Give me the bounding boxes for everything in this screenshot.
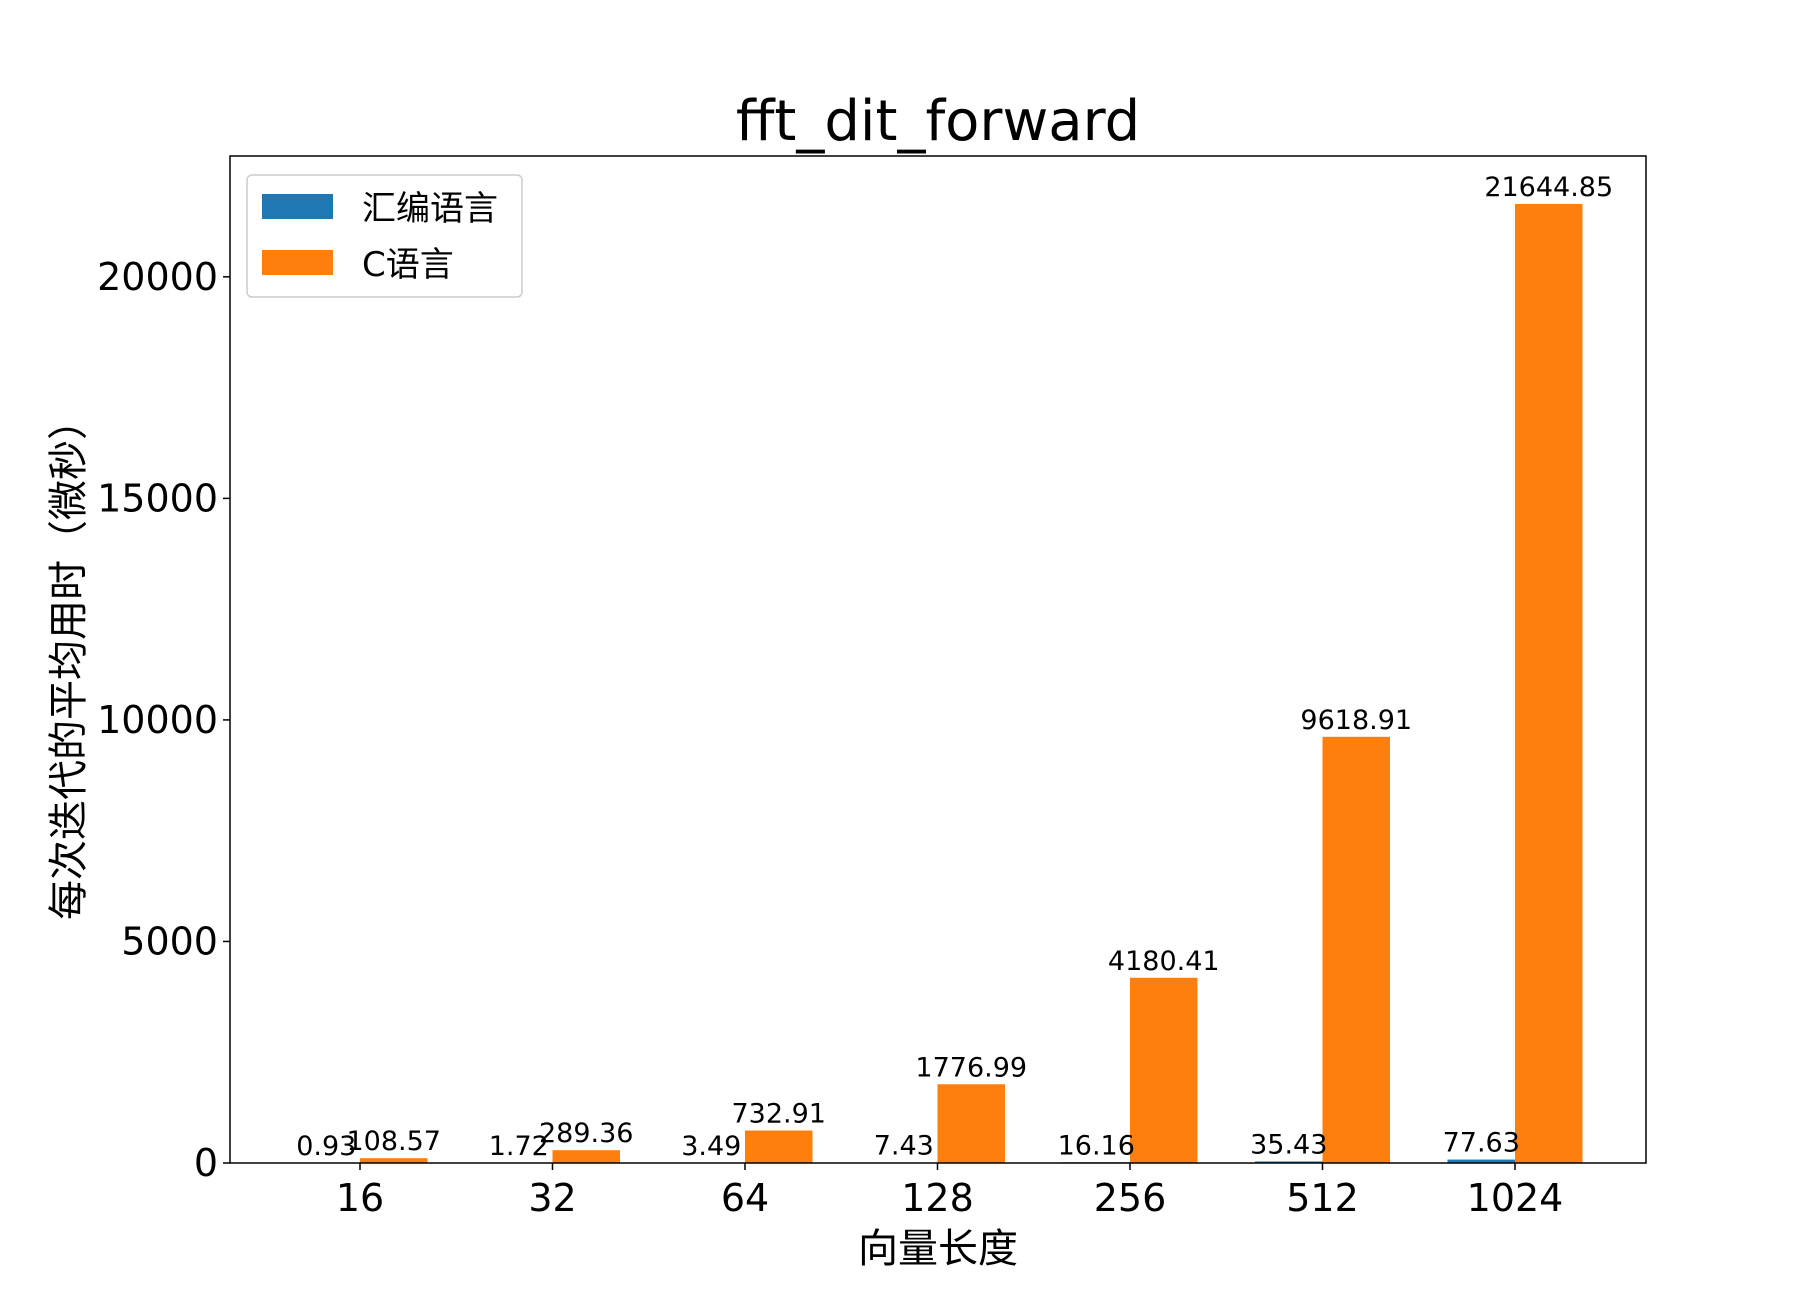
x-tick-label: 32 bbox=[528, 1176, 576, 1220]
x-tick-label: 128 bbox=[901, 1176, 974, 1220]
x-tick-label: 256 bbox=[1094, 1176, 1167, 1220]
data-label: 0.93 bbox=[296, 1131, 356, 1162]
data-label: 35.43 bbox=[1250, 1129, 1327, 1160]
y-tick-label: 10000 bbox=[97, 698, 218, 742]
y-axis-label: 每次迭代的平均用时（微秒） bbox=[46, 400, 92, 920]
legend: 汇编语言 C语言 bbox=[246, 174, 523, 298]
bar-c-16 bbox=[360, 1158, 428, 1163]
x-tick-label: 1024 bbox=[1467, 1176, 1564, 1220]
data-label: 7.43 bbox=[874, 1131, 934, 1162]
y-tick-label: 0 bbox=[194, 1141, 218, 1185]
data-label: 4180.41 bbox=[1108, 946, 1220, 977]
data-label: 289.36 bbox=[539, 1118, 633, 1149]
plot-frame bbox=[229, 155, 1647, 1164]
bar-c-512 bbox=[1322, 736, 1390, 1163]
legend-swatch-c bbox=[262, 250, 333, 275]
bar-asm-1024 bbox=[1447, 1159, 1515, 1163]
bar-asm-512 bbox=[1255, 1161, 1323, 1163]
bar-c-64 bbox=[745, 1130, 813, 1163]
legend-label-c: C语言 bbox=[362, 245, 454, 285]
x-tick-label: 64 bbox=[721, 1176, 769, 1220]
legend-swatch-asm bbox=[262, 194, 333, 219]
data-label: 16.16 bbox=[1058, 1130, 1135, 1161]
y-tick-label: 20000 bbox=[97, 255, 218, 299]
bar-c-1024 bbox=[1515, 203, 1583, 1163]
chart-title: fft_dit_forward bbox=[736, 89, 1140, 154]
bar-c-128 bbox=[937, 1084, 1005, 1163]
legend-label-asm: 汇编语言 bbox=[362, 189, 498, 229]
data-label: 1.72 bbox=[489, 1131, 549, 1162]
x-tick-label: 512 bbox=[1286, 1176, 1359, 1220]
data-label: 1776.99 bbox=[915, 1052, 1027, 1083]
data-label: 9618.91 bbox=[1300, 705, 1412, 736]
data-label: 77.63 bbox=[1443, 1128, 1520, 1159]
x-axis-label: 向量长度 bbox=[858, 1226, 1018, 1272]
data-label: 108.57 bbox=[347, 1126, 441, 1157]
x-tick-label: 16 bbox=[336, 1176, 384, 1220]
y-tick-label: 15000 bbox=[97, 476, 218, 520]
data-label: 732.91 bbox=[732, 1099, 826, 1130]
data-label: 21644.85 bbox=[1484, 172, 1613, 203]
bar-c-32 bbox=[552, 1150, 620, 1163]
data-label: 3.49 bbox=[681, 1131, 741, 1162]
y-tick-label: 5000 bbox=[121, 919, 218, 963]
bar-c-256 bbox=[1130, 977, 1198, 1163]
